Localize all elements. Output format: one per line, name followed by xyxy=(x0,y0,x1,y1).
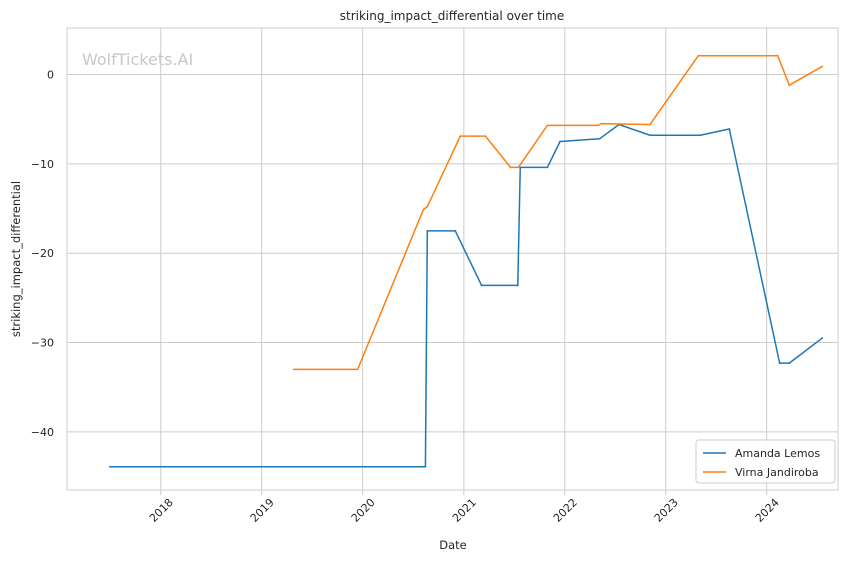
y-axis-label: striking_impact_differential xyxy=(9,181,23,337)
data-point-amanda-lemos-0 xyxy=(108,465,111,468)
y-tick-label-20: −20 xyxy=(31,247,54,260)
data-point-amanda-lemos-1 xyxy=(424,465,427,468)
legend: Amanda Lemos Virna Jandiroba xyxy=(695,439,836,484)
data-point-virna-jandiroba-14 xyxy=(788,84,791,87)
data-point-virna-jandiroba-11 xyxy=(649,123,651,126)
data-point-virna-jandiroba-7 xyxy=(517,166,520,169)
data-point-virna-jandiroba-0 xyxy=(292,368,295,371)
data-point-amanda-lemos-8 xyxy=(559,140,561,143)
data-point-virna-jandiroba-15 xyxy=(821,65,824,68)
data-point-amanda-lemos-15 xyxy=(788,362,791,365)
data-point-virna-jandiroba-4 xyxy=(459,135,462,138)
legend-label-amanda-lemos: Amanda Lemos xyxy=(735,447,820,460)
data-point-virna-jandiroba-8 xyxy=(546,124,549,127)
data-point-amanda-lemos-2 xyxy=(426,229,429,232)
y-tick-label-0: 0 xyxy=(47,68,54,81)
data-point-virna-jandiroba-9 xyxy=(596,124,599,127)
x-axis-label: Date xyxy=(439,538,467,552)
data-point-virna-jandiroba-1 xyxy=(356,368,359,371)
y-tick-label-40: −40 xyxy=(31,426,54,439)
grid xyxy=(67,28,838,490)
y-axis-ticks: 0 −10 −20 −30 −40 xyxy=(31,68,54,438)
watermark-text: WolfTickets.AI xyxy=(82,50,193,69)
data-point-amanda-lemos-13 xyxy=(728,128,731,130)
legend-label-virna-jandiroba: Virna Jandiroba xyxy=(735,466,819,479)
data-point-amanda-lemos-3 xyxy=(454,229,457,232)
series-line-virna-jandiroba xyxy=(293,54,823,371)
data-point-amanda-lemos-9 xyxy=(598,137,601,140)
data-point-amanda-lemos-5 xyxy=(516,284,519,287)
chart-title: striking_impact_differential over time xyxy=(340,9,565,23)
data-point-virna-jandiroba-12 xyxy=(697,54,700,57)
data-point-virna-jandiroba-10 xyxy=(600,122,603,125)
y-tick-label-30: −30 xyxy=(31,337,54,350)
data-point-virna-jandiroba-3 xyxy=(426,205,429,208)
plot-frame xyxy=(66,27,839,491)
series-lines xyxy=(108,54,824,468)
data-point-amanda-lemos-6 xyxy=(519,166,522,169)
y-tick-label-10: −10 xyxy=(31,158,54,171)
data-point-virna-jandiroba-6 xyxy=(509,166,512,169)
data-point-amanda-lemos-12 xyxy=(699,134,702,137)
data-point-amanda-lemos-7 xyxy=(546,166,549,169)
data-point-virna-jandiroba-2 xyxy=(422,208,425,211)
data-point-amanda-lemos-14 xyxy=(778,362,781,365)
data-point-amanda-lemos-11 xyxy=(649,134,651,137)
data-point-virna-jandiroba-13 xyxy=(776,54,779,57)
legend-box xyxy=(695,439,836,484)
data-point-amanda-lemos-16 xyxy=(821,337,824,339)
data-point-amanda-lemos-4 xyxy=(480,284,483,287)
data-point-virna-jandiroba-5 xyxy=(484,135,487,138)
